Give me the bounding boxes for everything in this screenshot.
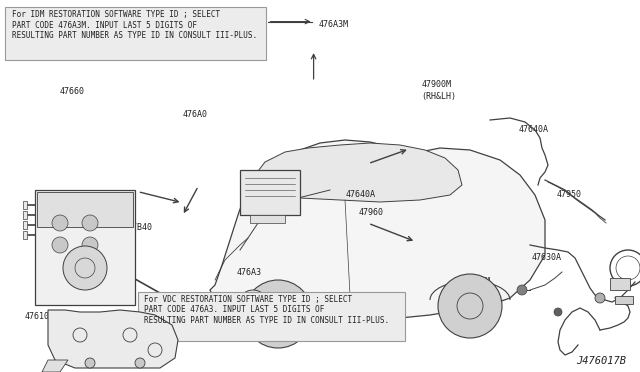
Circle shape — [244, 280, 312, 348]
Circle shape — [85, 358, 95, 368]
Circle shape — [438, 274, 502, 338]
Text: 47630A: 47630A — [531, 253, 561, 262]
Text: 47610A: 47610A — [24, 312, 54, 321]
Text: (RH&LH): (RH&LH) — [461, 289, 496, 298]
Circle shape — [63, 246, 107, 290]
Circle shape — [82, 215, 98, 231]
Text: 476A3: 476A3 — [237, 268, 262, 277]
Text: 47610A: 47610A — [76, 338, 106, 347]
Text: 47910M: 47910M — [461, 277, 491, 286]
Text: 47960: 47960 — [358, 208, 383, 217]
Bar — [23, 211, 27, 219]
Circle shape — [517, 285, 527, 295]
Bar — [240, 170, 300, 215]
Text: 476A0: 476A0 — [182, 110, 207, 119]
Bar — [5, 7, 266, 60]
Text: 47950: 47950 — [557, 190, 582, 199]
Bar — [610, 278, 630, 290]
Circle shape — [595, 293, 605, 303]
Text: J476017B: J476017B — [576, 356, 626, 366]
Bar — [23, 221, 27, 229]
Text: 47660: 47660 — [60, 87, 84, 96]
Polygon shape — [48, 310, 178, 368]
Bar — [23, 201, 27, 209]
Polygon shape — [255, 143, 462, 202]
Polygon shape — [42, 360, 68, 372]
Circle shape — [52, 215, 68, 231]
Text: For IDM RESTORATION SOFTWARE TYPE ID ; SELECT
PART CODE 476A3M. INPUT LAST 5 DIG: For IDM RESTORATION SOFTWARE TYPE ID ; S… — [12, 10, 257, 40]
Text: 47640A: 47640A — [346, 190, 376, 199]
Circle shape — [238, 290, 268, 320]
Text: 47B40: 47B40 — [128, 223, 153, 232]
Bar — [35, 190, 135, 305]
Circle shape — [554, 308, 562, 316]
Text: 476A3M: 476A3M — [318, 20, 348, 29]
Text: 47900M: 47900M — [421, 80, 451, 89]
Bar — [37, 192, 133, 227]
Text: (RH&LH): (RH&LH) — [421, 92, 456, 101]
Text: 47640A: 47640A — [518, 125, 548, 134]
Polygon shape — [210, 140, 545, 325]
Circle shape — [135, 358, 145, 368]
Bar — [615, 296, 633, 304]
Circle shape — [52, 237, 68, 253]
Bar — [250, 215, 285, 223]
Bar — [138, 292, 405, 341]
Circle shape — [82, 237, 98, 253]
Text: For VDC RESTORATION SOFTWARE TYPE ID ; SELECT
PART CODE 476A3. INPUT LAST 5 DIGI: For VDC RESTORATION SOFTWARE TYPE ID ; S… — [144, 295, 389, 325]
Bar — [23, 231, 27, 239]
